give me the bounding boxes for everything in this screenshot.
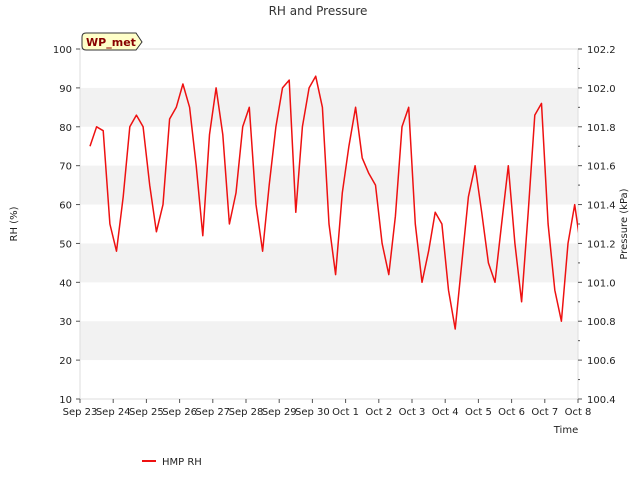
badge-shape [81, 32, 143, 51]
badge-label: WP_met [86, 36, 136, 49]
x-tick-label: Oct 3 [399, 407, 426, 418]
grid-band [80, 165, 578, 205]
x-tick-label: Sep 30 [295, 407, 330, 418]
x-tick-label: Sep 27 [195, 407, 230, 418]
x-tick-label: Sep 25 [129, 407, 164, 418]
site-badge: WP_met [81, 32, 143, 51]
series-line-0 [89, 75, 578, 330]
x-tick-label: Sep 28 [229, 407, 264, 418]
y-axis-title: RH (%) [9, 206, 20, 241]
y-tick-label: 10 [59, 395, 72, 406]
y-tick-label: 70 [59, 162, 72, 173]
y-tick-label: 60 [59, 201, 72, 212]
background-bands [80, 87, 578, 361]
legend: HMP RH [142, 457, 202, 468]
series-layer [89, 75, 578, 330]
chart-title: RH and Pressure [269, 4, 368, 18]
y2-axis-title: Pressure (kPa) [619, 188, 630, 259]
x-tick-label: Sep 29 [262, 407, 297, 418]
y2-tick-label: 100.6 [587, 356, 616, 367]
y2-tick-label: 100.4 [587, 395, 616, 406]
y2-tick-label: 101.4 [587, 201, 616, 212]
y-tick-label: 50 [59, 239, 72, 250]
x-tick-label: Oct 7 [531, 407, 558, 418]
x-tick-label: Sep 24 [96, 407, 131, 418]
y2-tick-label: 102.0 [587, 84, 616, 95]
x-tick-label: Oct 2 [365, 407, 392, 418]
x-axis-title: Time [553, 425, 578, 436]
x-tick-label: Oct 6 [498, 407, 525, 418]
y2-tick-label: 101.8 [587, 123, 616, 134]
y-axis-right: 100.4 100.6 100.8 101.0 101.2 101.4 101.6 101.8… [578, 45, 616, 406]
y2-tick-label: 101.0 [587, 278, 616, 289]
y-tick-label: 90 [59, 84, 72, 95]
y2-tick-label: 101.6 [587, 162, 616, 173]
y-tick-label: 80 [59, 123, 72, 134]
y-axis-left: 10 20 30 40 50 60 70 80 90 100 [53, 45, 80, 406]
y-tick-label: 20 [59, 356, 72, 367]
y2-tick-label: 101.2 [587, 239, 616, 250]
grid-band [80, 321, 578, 361]
y-tick-label: 30 [59, 317, 72, 328]
grid-band [80, 87, 578, 127]
y2-tick-label: 102.2 [587, 45, 616, 56]
y2-tick-label: 100.8 [587, 317, 616, 328]
x-tick-label: Oct 1 [332, 407, 359, 418]
legend-label-0: HMP RH [162, 457, 202, 468]
x-tick-label: Oct 4 [432, 407, 459, 418]
x-tick-label: Oct 5 [465, 407, 492, 418]
y-tick-label: 100 [53, 45, 72, 56]
x-tick-label: Oct 8 [565, 407, 592, 418]
y-tick-label: 40 [59, 278, 72, 289]
x-tick-label: Sep 26 [162, 407, 197, 418]
x-tick-label: Sep 23 [63, 407, 98, 418]
grid-band [80, 243, 578, 283]
